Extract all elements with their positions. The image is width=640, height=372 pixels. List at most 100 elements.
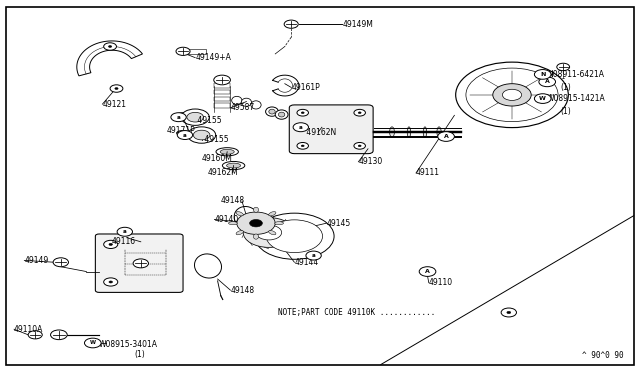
Circle shape: [507, 311, 511, 314]
Ellipse shape: [269, 231, 276, 235]
Ellipse shape: [241, 98, 252, 106]
Ellipse shape: [269, 212, 276, 216]
Text: 49162N: 49162N: [304, 128, 336, 137]
Circle shape: [181, 109, 209, 125]
Text: 49587: 49587: [230, 103, 255, 112]
Circle shape: [502, 89, 522, 100]
Circle shape: [501, 308, 516, 317]
Text: a: a: [299, 125, 303, 130]
Circle shape: [301, 112, 304, 113]
Ellipse shape: [236, 231, 243, 235]
Text: 49110A: 49110A: [14, 325, 44, 334]
Text: ^ 90^0 90: ^ 90^0 90: [582, 351, 624, 360]
Circle shape: [133, 259, 148, 268]
Circle shape: [117, 227, 132, 236]
Text: A: A: [425, 269, 430, 274]
Circle shape: [358, 112, 361, 113]
Ellipse shape: [234, 206, 259, 229]
Circle shape: [266, 220, 323, 253]
Circle shape: [456, 62, 568, 128]
Ellipse shape: [253, 207, 259, 212]
Circle shape: [438, 132, 454, 141]
Circle shape: [115, 88, 118, 90]
Ellipse shape: [278, 112, 285, 117]
Ellipse shape: [220, 150, 234, 154]
Circle shape: [53, 258, 68, 267]
Text: N08911-6421A: N08911-6421A: [547, 70, 604, 79]
Circle shape: [333, 129, 349, 139]
Text: 49111: 49111: [416, 169, 440, 177]
Text: 49161P: 49161P: [291, 83, 320, 92]
Circle shape: [358, 145, 361, 147]
Text: N: N: [540, 72, 545, 77]
Text: 49130: 49130: [358, 157, 383, 166]
Ellipse shape: [317, 125, 329, 129]
Text: 49145: 49145: [326, 219, 351, 228]
Text: 49116: 49116: [112, 237, 136, 246]
Text: 49160M: 49160M: [202, 154, 232, 163]
Circle shape: [539, 77, 556, 87]
Circle shape: [250, 219, 262, 227]
Ellipse shape: [177, 131, 188, 136]
Text: 49155: 49155: [202, 135, 228, 144]
Text: 49144: 49144: [294, 258, 319, 267]
Ellipse shape: [216, 148, 238, 156]
Circle shape: [177, 131, 193, 140]
Ellipse shape: [253, 234, 259, 239]
Ellipse shape: [177, 113, 188, 118]
Circle shape: [109, 281, 113, 283]
Circle shape: [171, 113, 186, 122]
Circle shape: [293, 123, 308, 132]
Ellipse shape: [407, 127, 411, 137]
Circle shape: [306, 251, 321, 260]
Circle shape: [493, 84, 531, 106]
Text: A: A: [545, 79, 550, 84]
Circle shape: [466, 68, 558, 122]
Circle shape: [214, 75, 230, 85]
Text: 49155: 49155: [195, 116, 222, 125]
Ellipse shape: [232, 96, 242, 105]
Circle shape: [110, 85, 123, 92]
Circle shape: [419, 267, 436, 276]
Circle shape: [256, 225, 282, 240]
Circle shape: [314, 120, 330, 130]
Circle shape: [187, 112, 204, 122]
Ellipse shape: [228, 222, 237, 225]
Circle shape: [243, 218, 294, 247]
Text: a: a: [123, 229, 127, 234]
Text: A: A: [444, 134, 449, 139]
Circle shape: [176, 47, 190, 55]
Circle shape: [319, 122, 344, 137]
Circle shape: [354, 142, 365, 149]
Circle shape: [193, 130, 210, 140]
Ellipse shape: [390, 127, 394, 137]
FancyBboxPatch shape: [95, 234, 183, 292]
Text: 49149: 49149: [24, 256, 49, 265]
Circle shape: [297, 142, 308, 149]
Ellipse shape: [251, 101, 261, 109]
Text: W: W: [540, 96, 546, 101]
Ellipse shape: [195, 254, 221, 278]
Text: W08915-1421A: W08915-1421A: [547, 94, 606, 103]
Circle shape: [534, 70, 551, 79]
Bar: [214, 103, 230, 108]
Circle shape: [84, 338, 101, 348]
Circle shape: [284, 20, 298, 28]
Text: (1): (1): [560, 107, 571, 116]
Text: 49140: 49140: [214, 215, 239, 224]
Circle shape: [255, 213, 334, 259]
Bar: [190, 50, 204, 53]
Text: a: a: [177, 115, 180, 120]
Text: a: a: [312, 253, 316, 258]
Text: W: W: [90, 340, 96, 346]
Text: 49171P: 49171P: [166, 126, 195, 135]
Circle shape: [188, 127, 216, 143]
Circle shape: [108, 46, 111, 48]
Circle shape: [28, 331, 42, 339]
Text: 49149M: 49149M: [342, 20, 373, 29]
Text: 49162M: 49162M: [208, 169, 239, 177]
Circle shape: [51, 330, 67, 340]
Ellipse shape: [223, 161, 244, 170]
Circle shape: [104, 278, 118, 286]
Text: 49149+A: 49149+A: [195, 53, 231, 62]
